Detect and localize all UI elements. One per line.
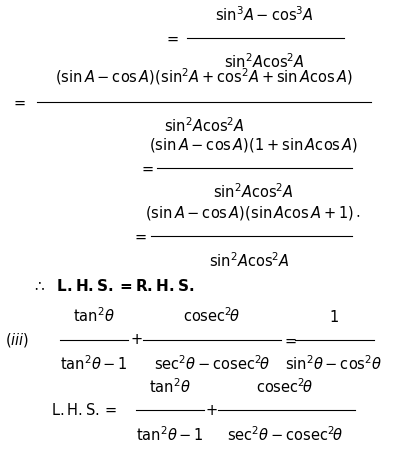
Text: $\sin^3\!A - \cos^3\!A$: $\sin^3\!A - \cos^3\!A$ xyxy=(215,5,314,23)
Text: $\sec^2\!\theta - \mathrm{cosec}^2\!\theta$: $\sec^2\!\theta - \mathrm{cosec}^2\!\the… xyxy=(154,355,270,373)
Text: $\sec^2\!\theta - \mathrm{cosec}^2\!\theta$: $\sec^2\!\theta - \mathrm{cosec}^2\!\the… xyxy=(227,425,343,444)
Text: $\tan^2\!\theta$: $\tan^2\!\theta$ xyxy=(73,307,115,325)
Text: $=$: $=$ xyxy=(11,94,26,109)
Text: $\mathrm{cosec}^2\!\theta$: $\mathrm{cosec}^2\!\theta$ xyxy=(256,377,313,396)
Text: $+$: $+$ xyxy=(205,403,218,418)
Text: $(iii)$: $(iii)$ xyxy=(5,331,29,349)
Text: $\mathrm{cosec}^2\!\theta$: $\mathrm{cosec}^2\!\theta$ xyxy=(183,307,240,325)
Text: $\sin^2\!A\cos^2\!A$: $\sin^2\!A\cos^2\!A$ xyxy=(209,251,290,270)
Text: $\sin^2\!A\cos^2\!A$: $\sin^2\!A\cos^2\!A$ xyxy=(224,53,305,72)
Text: $\sin^2\!\theta - \cos^2\!\theta$: $\sin^2\!\theta - \cos^2\!\theta$ xyxy=(285,355,382,373)
Text: $\sin^2\!A\cos^2\!A$: $\sin^2\!A\cos^2\!A$ xyxy=(163,117,244,135)
Text: $=$: $=$ xyxy=(164,31,179,45)
Text: $\sin^2\!A\cos^2\!A$: $\sin^2\!A\cos^2\!A$ xyxy=(213,183,294,201)
Text: $\tan^2\!\theta - 1$: $\tan^2\!\theta - 1$ xyxy=(136,425,204,444)
Text: $\mathrm{L.H.S.} =$: $\mathrm{L.H.S.} =$ xyxy=(51,402,117,418)
Text: $+$: $+$ xyxy=(130,333,142,347)
Text: $(\sin A - \cos A)(\sin A\cos A + 1)$: $(\sin A - \cos A)(\sin A\cos A + 1)$ xyxy=(145,204,354,222)
Text: $=$: $=$ xyxy=(132,229,147,244)
Text: $(\sin A - \cos A)(\sin^2\!A + \cos^2\!A + \sin A\cos A)$: $(\sin A - \cos A)(\sin^2\!A + \cos^2\!A… xyxy=(55,67,353,87)
Text: $=$: $=$ xyxy=(139,161,155,176)
Text: $\tan^2\!\theta - 1$: $\tan^2\!\theta - 1$ xyxy=(60,355,128,373)
Text: $\therefore\;$ $\mathbf{L.H.S. = R.H.S.}$: $\therefore\;$ $\mathbf{L.H.S. = R.H.S.}… xyxy=(32,278,194,294)
Text: $(\sin A - \cos A)(1 + \sin A\cos A)$: $(\sin A - \cos A)(1 + \sin A\cos A)$ xyxy=(149,135,358,153)
Text: $\cdot$: $\cdot$ xyxy=(355,207,361,222)
Text: $1$: $1$ xyxy=(329,310,339,325)
Text: $\tan^2\!\theta$: $\tan^2\!\theta$ xyxy=(149,377,191,396)
Text: $=$: $=$ xyxy=(282,333,298,347)
